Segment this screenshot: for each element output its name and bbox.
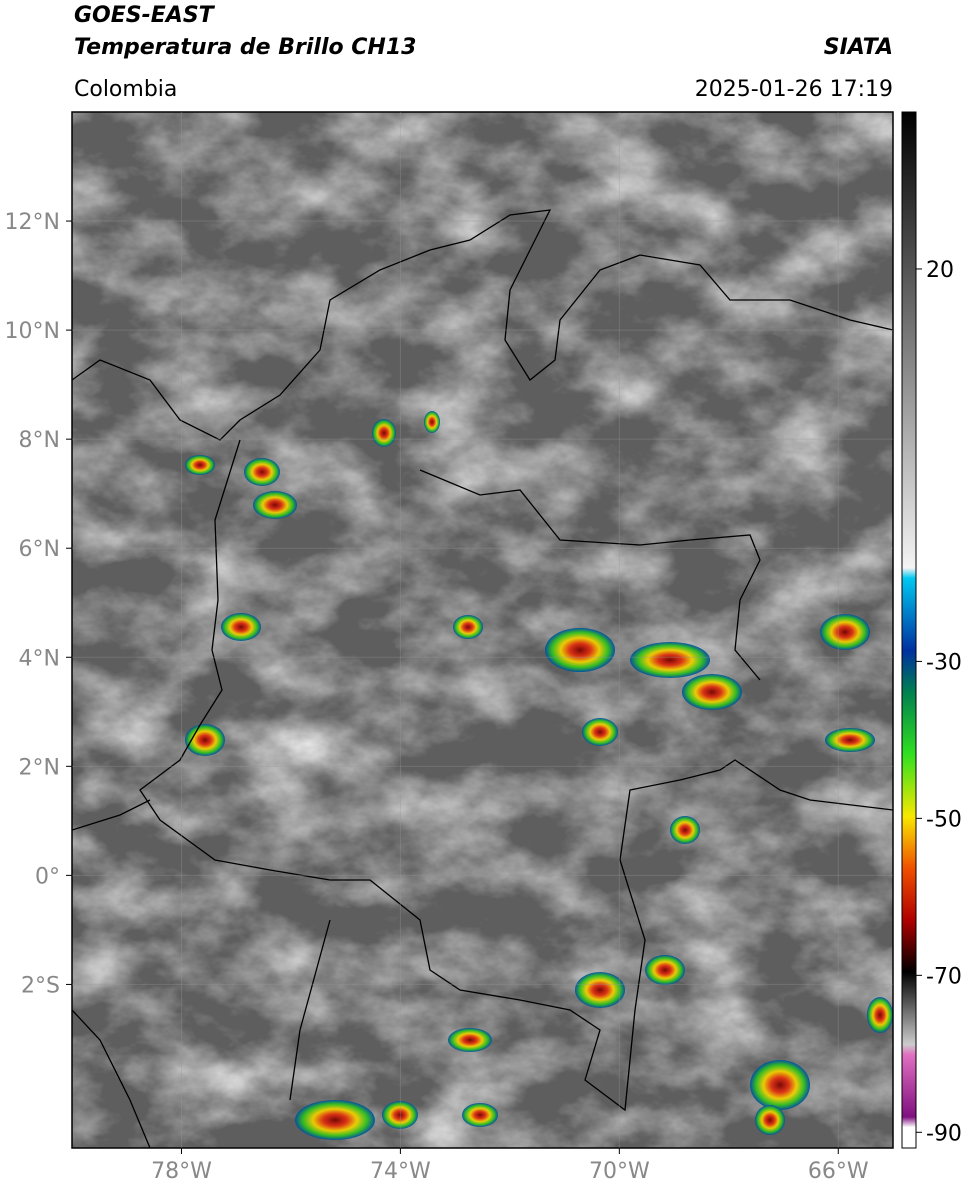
y-tick-label: 12°N [5, 210, 60, 235]
colorbar-label: 20 [926, 258, 954, 283]
colorbar-label: -70 [926, 964, 962, 989]
region: Colombia [74, 77, 177, 102]
colorbar-label: -50 [926, 807, 962, 832]
y-tick-label: 10°N [5, 319, 60, 344]
y-tick-label: 6°N [19, 537, 60, 562]
subtitle: Temperatura de Brillo CH13 [74, 35, 416, 60]
colorbar-label: -90 [926, 1121, 962, 1146]
y-tick-label: 4°N [19, 646, 60, 671]
x-tick-label: 74°W [370, 1159, 431, 1184]
satellite-image [72, 112, 893, 1148]
title: GOES-EAST [74, 3, 216, 28]
x-tick-label: 78°W [151, 1159, 212, 1184]
x-tick-label: 70°W [589, 1159, 650, 1184]
y-tick-label: 8°N [19, 428, 60, 453]
colorbar [901, 111, 917, 1149]
map-frame [71, 111, 894, 1149]
y-tick-label: 2°S [21, 973, 60, 998]
x-tick-label: 66°W [808, 1159, 869, 1184]
y-tick-label: 0° [35, 864, 60, 889]
colorbar-label: -30 [926, 650, 962, 675]
source: SIATA [824, 35, 893, 60]
datetime: 2025-01-26 17:19 [695, 77, 893, 102]
y-tick-label: 2°N [19, 755, 60, 780]
